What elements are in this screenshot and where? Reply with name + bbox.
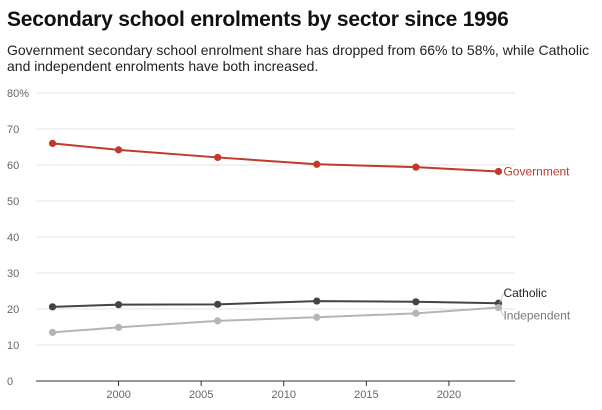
chart-title: Secondary school enrolments by sector si… xyxy=(7,8,509,31)
data-point-catholic xyxy=(313,297,321,305)
x-axis-ticks: 2000 2005 2010 2015 2020 xyxy=(106,381,461,401)
label-leader-independent xyxy=(499,307,504,316)
data-point-independent xyxy=(214,317,222,325)
y-axis-ticks: 0 10 20 30 40 50 60 70 80% xyxy=(7,88,29,388)
x-tick-label: 2015 xyxy=(354,389,378,401)
y-tick-label: 30 xyxy=(7,268,19,280)
y-tick-label: 0 xyxy=(7,376,13,388)
y-tick-label: 20 xyxy=(7,304,19,316)
data-point-government xyxy=(114,146,123,154)
data-point-independent xyxy=(313,313,321,321)
label-leader-catholic xyxy=(499,293,504,304)
data-point-government xyxy=(313,160,321,168)
y-tick-label: 10 xyxy=(7,340,19,352)
series-labels: Government Catholic Independent xyxy=(499,164,571,323)
chart-subtitle: Government secondary school enrolment sh… xyxy=(7,42,590,74)
y-tick-label: 70 xyxy=(7,124,19,136)
data-point-independent xyxy=(114,323,123,331)
series-line-government xyxy=(52,142,499,173)
data-point-catholic xyxy=(412,298,420,306)
data-point-catholic xyxy=(114,301,123,309)
series-label-independent: Independent xyxy=(503,309,570,323)
y-tick-label: 50 xyxy=(7,196,19,208)
series-lines xyxy=(52,142,499,334)
series-label-government: Government xyxy=(503,164,570,178)
data-point-government xyxy=(412,163,420,171)
series-points xyxy=(48,139,503,336)
data-point-government xyxy=(48,139,57,147)
data-point-catholic xyxy=(214,300,222,308)
y-tick-label: 40 xyxy=(7,232,19,244)
data-point-government xyxy=(214,153,222,162)
series-line-independent xyxy=(52,306,499,334)
data-point-government xyxy=(494,167,503,176)
data-point-independent xyxy=(48,328,57,336)
x-tick-label: 2005 xyxy=(189,389,213,401)
series-line-catholic xyxy=(52,300,499,308)
y-tick-label: 60 xyxy=(7,160,19,172)
x-tick-label: 2010 xyxy=(272,389,296,401)
x-tick-label: 2000 xyxy=(106,389,130,401)
gridlines xyxy=(36,92,515,382)
y-tick-label: 80% xyxy=(7,88,29,100)
data-point-catholic xyxy=(48,303,57,311)
data-point-independent xyxy=(412,309,420,317)
series-label-catholic: Catholic xyxy=(503,286,546,300)
x-tick-label: 2020 xyxy=(437,389,461,401)
